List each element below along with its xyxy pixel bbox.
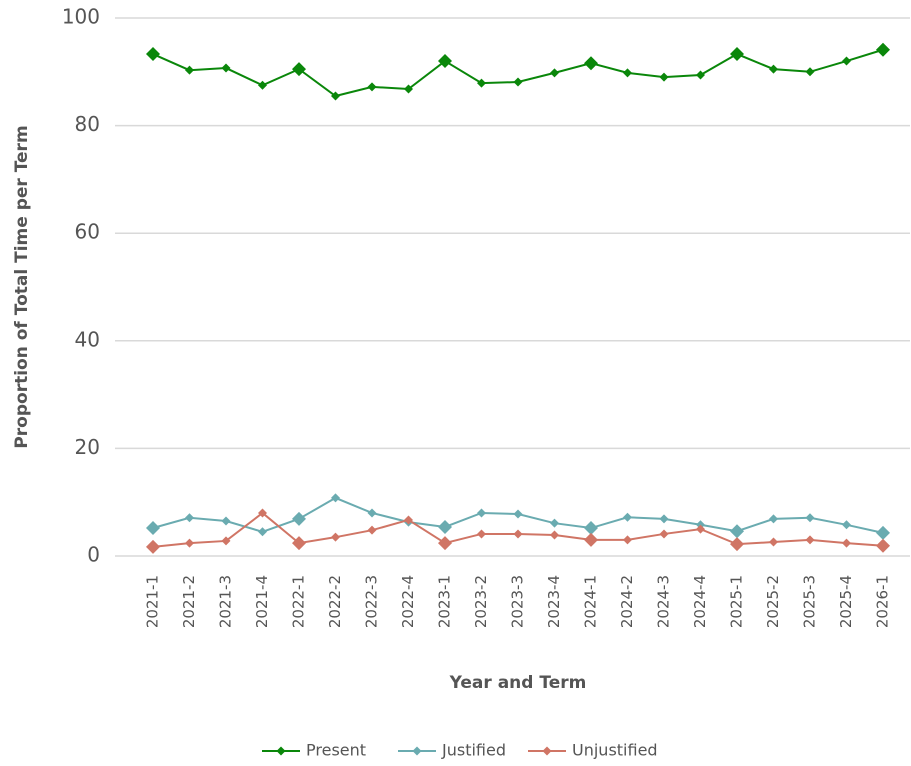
data-point xyxy=(623,512,632,522)
data-point xyxy=(805,535,815,545)
data-point xyxy=(550,530,559,540)
data-point xyxy=(584,56,598,71)
data-point xyxy=(623,535,632,545)
x-tick-label: 2023-2 xyxy=(472,575,490,628)
data-point xyxy=(730,524,744,539)
data-point xyxy=(404,515,413,525)
data-point xyxy=(876,42,890,57)
data-point xyxy=(367,82,377,92)
data-point xyxy=(221,536,231,546)
x-tick-label: 2025-4 xyxy=(837,575,855,628)
data-point xyxy=(659,529,669,539)
data-point xyxy=(258,527,267,537)
x-tick-label: 2026-1 xyxy=(874,575,892,628)
x-tick-label: 2022-3 xyxy=(363,575,381,628)
y-tick-label: 60 xyxy=(75,220,100,244)
x-tick-label: 2023-3 xyxy=(509,575,527,628)
data-point xyxy=(513,529,523,539)
data-point xyxy=(696,70,705,80)
data-point xyxy=(842,538,851,548)
data-point xyxy=(805,513,815,523)
data-point xyxy=(623,68,632,78)
legend-marker xyxy=(276,746,286,756)
data-point xyxy=(292,536,306,551)
data-point xyxy=(876,525,890,540)
x-tick-label: 2021-4 xyxy=(253,575,271,628)
y-axis-title: Proportion of Total Time per Term xyxy=(12,125,32,448)
x-tick-label: 2021-3 xyxy=(217,575,235,628)
data-point xyxy=(584,532,598,547)
data-point xyxy=(221,63,231,73)
data-point xyxy=(367,508,377,518)
y-tick-label: 20 xyxy=(75,435,100,459)
data-point xyxy=(513,77,523,87)
y-tick-label: 80 xyxy=(75,112,100,136)
data-point xyxy=(805,67,815,77)
data-point xyxy=(584,521,598,536)
data-point xyxy=(438,519,452,534)
data-point xyxy=(876,538,890,553)
x-tick-label: 2025-3 xyxy=(801,575,819,628)
data-point xyxy=(477,529,486,539)
data-point xyxy=(146,521,160,536)
data-point xyxy=(292,62,306,77)
y-tick-label: 40 xyxy=(75,327,100,351)
data-point xyxy=(404,84,413,94)
data-point xyxy=(730,537,744,552)
x-tick-label: 2023-4 xyxy=(545,575,563,628)
x-tick-label: 2024-1 xyxy=(582,575,600,628)
legend-label: Unjustified xyxy=(572,741,658,760)
data-point xyxy=(842,520,851,530)
data-point xyxy=(331,493,340,503)
data-point xyxy=(292,511,306,526)
data-point xyxy=(730,47,744,62)
data-point xyxy=(438,536,452,551)
x-tick-label: 2024-4 xyxy=(691,575,709,628)
data-point xyxy=(367,525,377,535)
data-point xyxy=(221,516,231,526)
data-point xyxy=(769,514,778,524)
data-point xyxy=(477,508,486,518)
x-tick-label: 2024-2 xyxy=(618,575,636,628)
data-point xyxy=(659,514,669,524)
data-point xyxy=(659,72,669,82)
data-point xyxy=(550,68,559,78)
x-tick-label: 2022-2 xyxy=(326,575,344,628)
x-tick-label: 2025-2 xyxy=(764,575,782,628)
legend-label: Present xyxy=(306,741,366,760)
data-point xyxy=(331,532,340,542)
x-tick-label: 2025-1 xyxy=(728,575,746,628)
legend-marker xyxy=(542,746,552,756)
data-point xyxy=(185,513,194,523)
y-tick-label: 0 xyxy=(87,543,100,567)
x-tick-label: 2021-2 xyxy=(180,575,198,628)
data-point xyxy=(146,47,160,62)
data-point xyxy=(769,537,778,547)
data-point xyxy=(331,91,340,101)
x-axis-title: Year and Term xyxy=(449,673,587,693)
x-tick-label: 2022-1 xyxy=(290,575,308,628)
data-point xyxy=(769,64,778,74)
data-point xyxy=(477,78,486,88)
legend-marker xyxy=(412,746,422,756)
data-point xyxy=(146,539,160,554)
data-point xyxy=(696,524,705,534)
data-point xyxy=(185,65,194,75)
data-point xyxy=(550,518,559,528)
legend-label: Justified xyxy=(441,741,506,760)
data-point xyxy=(258,80,267,90)
data-point xyxy=(185,538,194,548)
y-tick-label: 100 xyxy=(62,5,100,29)
data-point xyxy=(258,508,267,518)
data-point xyxy=(513,509,523,519)
x-tick-label: 2022-4 xyxy=(399,575,417,628)
x-tick-label: 2024-3 xyxy=(655,575,673,628)
x-tick-label: 2023-1 xyxy=(436,575,454,628)
x-tick-label: 2021-1 xyxy=(144,575,162,628)
data-point xyxy=(842,56,851,66)
data-point xyxy=(438,54,452,69)
